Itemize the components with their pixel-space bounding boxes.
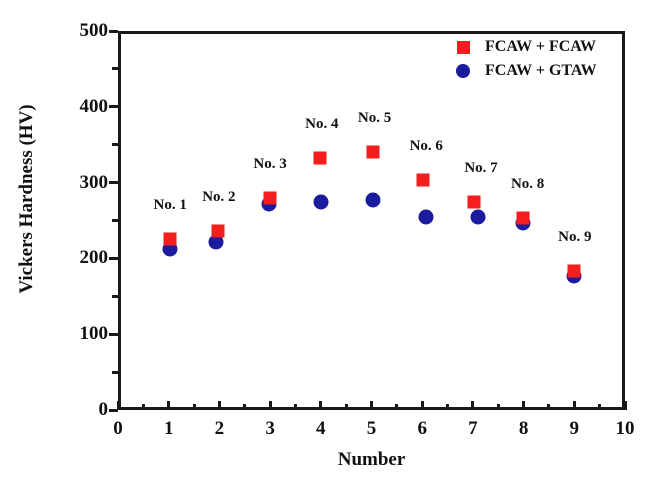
x-tick-label-6: 6 bbox=[417, 418, 427, 439]
y-tick-minor-3 bbox=[112, 143, 118, 147]
data-point-square-7 bbox=[467, 195, 481, 209]
y-tick-label-3: 300 bbox=[79, 171, 109, 193]
x-tick-major-9 bbox=[572, 401, 576, 410]
legend-label-2: FCAW + GTAW bbox=[485, 62, 597, 79]
x-tick-label-4: 4 bbox=[316, 418, 326, 439]
x-tick-label-0: 0 bbox=[113, 418, 123, 439]
x-tick-major-10 bbox=[623, 401, 627, 410]
x-tick-label-10: 10 bbox=[615, 418, 635, 439]
data-point-circle-4 bbox=[313, 194, 329, 210]
legend-item-2[interactable]: FCAW + GTAW bbox=[455, 62, 597, 80]
y-tick-major-3 bbox=[109, 181, 118, 185]
x-tick-minor-7 bbox=[496, 404, 500, 410]
data-point-circle-5 bbox=[365, 192, 380, 208]
y-tick-minor-2 bbox=[112, 219, 118, 222]
x-axis-ticks bbox=[116, 401, 627, 411]
x-tick-label-2: 2 bbox=[214, 418, 225, 439]
x-tick-minor-8 bbox=[547, 404, 551, 410]
y-tick-major-1 bbox=[109, 332, 118, 336]
y-tick-minor-4 bbox=[112, 67, 118, 71]
x-tick-label-5: 5 bbox=[366, 418, 377, 439]
y-tick-major-0 bbox=[109, 408, 118, 412]
point-label-9: No. 9 bbox=[558, 229, 592, 246]
x-tick-major-7 bbox=[471, 401, 475, 410]
y-tick-minor-1 bbox=[112, 294, 118, 298]
legend-circle-icon bbox=[455, 63, 471, 79]
data-point-circle-2 bbox=[208, 234, 224, 250]
x-tick-major-1 bbox=[167, 401, 171, 410]
y-axis-ticks bbox=[109, 29, 625, 412]
x-tick-minor-0 bbox=[141, 404, 145, 410]
y-tick-major-5 bbox=[109, 29, 118, 33]
data-point-square-2 bbox=[211, 224, 225, 238]
x-tick-label-8: 8 bbox=[518, 418, 529, 439]
data-point-square-6 bbox=[416, 173, 430, 187]
x-tick-minor-2 bbox=[243, 404, 247, 410]
x-tick-major-5 bbox=[370, 401, 373, 410]
plot-area bbox=[118, 31, 625, 410]
x-tick-minor-9 bbox=[598, 404, 602, 410]
x-tick-label-7: 7 bbox=[468, 418, 478, 439]
x-tick-major-8 bbox=[522, 401, 526, 410]
x-axis-title: Number bbox=[337, 449, 406, 470]
x-tick-minor-5 bbox=[395, 404, 399, 410]
data-layer: No. 1 No. 2 No. 3 No. 4 No. 5 No. 6 No. 7 No. 8… bbox=[118, 31, 625, 410]
legend-label-1: FCAW + FCAW bbox=[485, 38, 597, 55]
x-axis-tick-labels: 0 1 2 3 4 5 6 7 8 9 10 bbox=[113, 418, 634, 444]
legend-square-icon bbox=[455, 39, 471, 55]
x-tick-major-3 bbox=[268, 401, 272, 410]
data-point-circle-7 bbox=[470, 209, 486, 225]
legend-swatch bbox=[456, 64, 470, 78]
point-label-7: No. 7 bbox=[464, 160, 498, 177]
point-label-1: No. 1 bbox=[153, 197, 187, 214]
point-label-5: No. 5 bbox=[357, 109, 392, 126]
y-tick-major-2 bbox=[109, 256, 118, 260]
y-tick-label-0: 0 bbox=[98, 399, 109, 420]
data-point-square-4 bbox=[313, 151, 327, 165]
x-tick-minor-6 bbox=[446, 404, 450, 410]
point-label-8: No. 8 bbox=[510, 176, 545, 193]
y-tick-label-1: 100 bbox=[79, 323, 109, 345]
y-tick-label-4: 400 bbox=[79, 95, 109, 117]
y-tick-label-2: 200 bbox=[79, 247, 109, 269]
y-tick-minor-0 bbox=[112, 370, 118, 374]
data-point-square-5 bbox=[366, 145, 380, 159]
x-tick-major-6 bbox=[420, 401, 424, 410]
x-tick-label-9: 9 bbox=[569, 418, 580, 439]
y-axis-title: Vickers Hardness (HV) bbox=[16, 104, 37, 294]
point-label-6: No. 6 bbox=[409, 138, 443, 155]
chart-legend: FCAW + FCAW FCAW + GTAW bbox=[455, 38, 597, 80]
y-axis-tick-labels: 0 100 200 300 400 500 bbox=[48, 20, 109, 420]
x-tick-minor-3 bbox=[293, 404, 297, 410]
data-point-square-1 bbox=[163, 232, 177, 246]
x-tick-major-2 bbox=[217, 401, 221, 410]
legend-swatch bbox=[456, 40, 470, 54]
data-point-circle-6 bbox=[418, 209, 434, 225]
x-tick-label-1: 1 bbox=[163, 418, 174, 439]
x-tick-minor-4 bbox=[344, 404, 348, 410]
data-point-square-8 bbox=[516, 211, 530, 225]
x-tick-major-4 bbox=[319, 401, 323, 410]
x-tick-minor-1 bbox=[192, 404, 196, 410]
y-tick-major-4 bbox=[109, 105, 118, 109]
data-point-square-9 bbox=[567, 264, 581, 278]
point-label-3: No. 3 bbox=[253, 155, 287, 172]
x-tick-major-0 bbox=[116, 401, 120, 410]
data-point-square-3 bbox=[263, 191, 277, 205]
legend-item-1[interactable]: FCAW + FCAW bbox=[455, 38, 597, 56]
y-tick-label-5: 500 bbox=[79, 20, 109, 41]
x-tick-label-3: 3 bbox=[265, 418, 275, 439]
point-label-2: No. 2 bbox=[202, 189, 236, 206]
point-label-4: No. 4 bbox=[305, 115, 339, 132]
